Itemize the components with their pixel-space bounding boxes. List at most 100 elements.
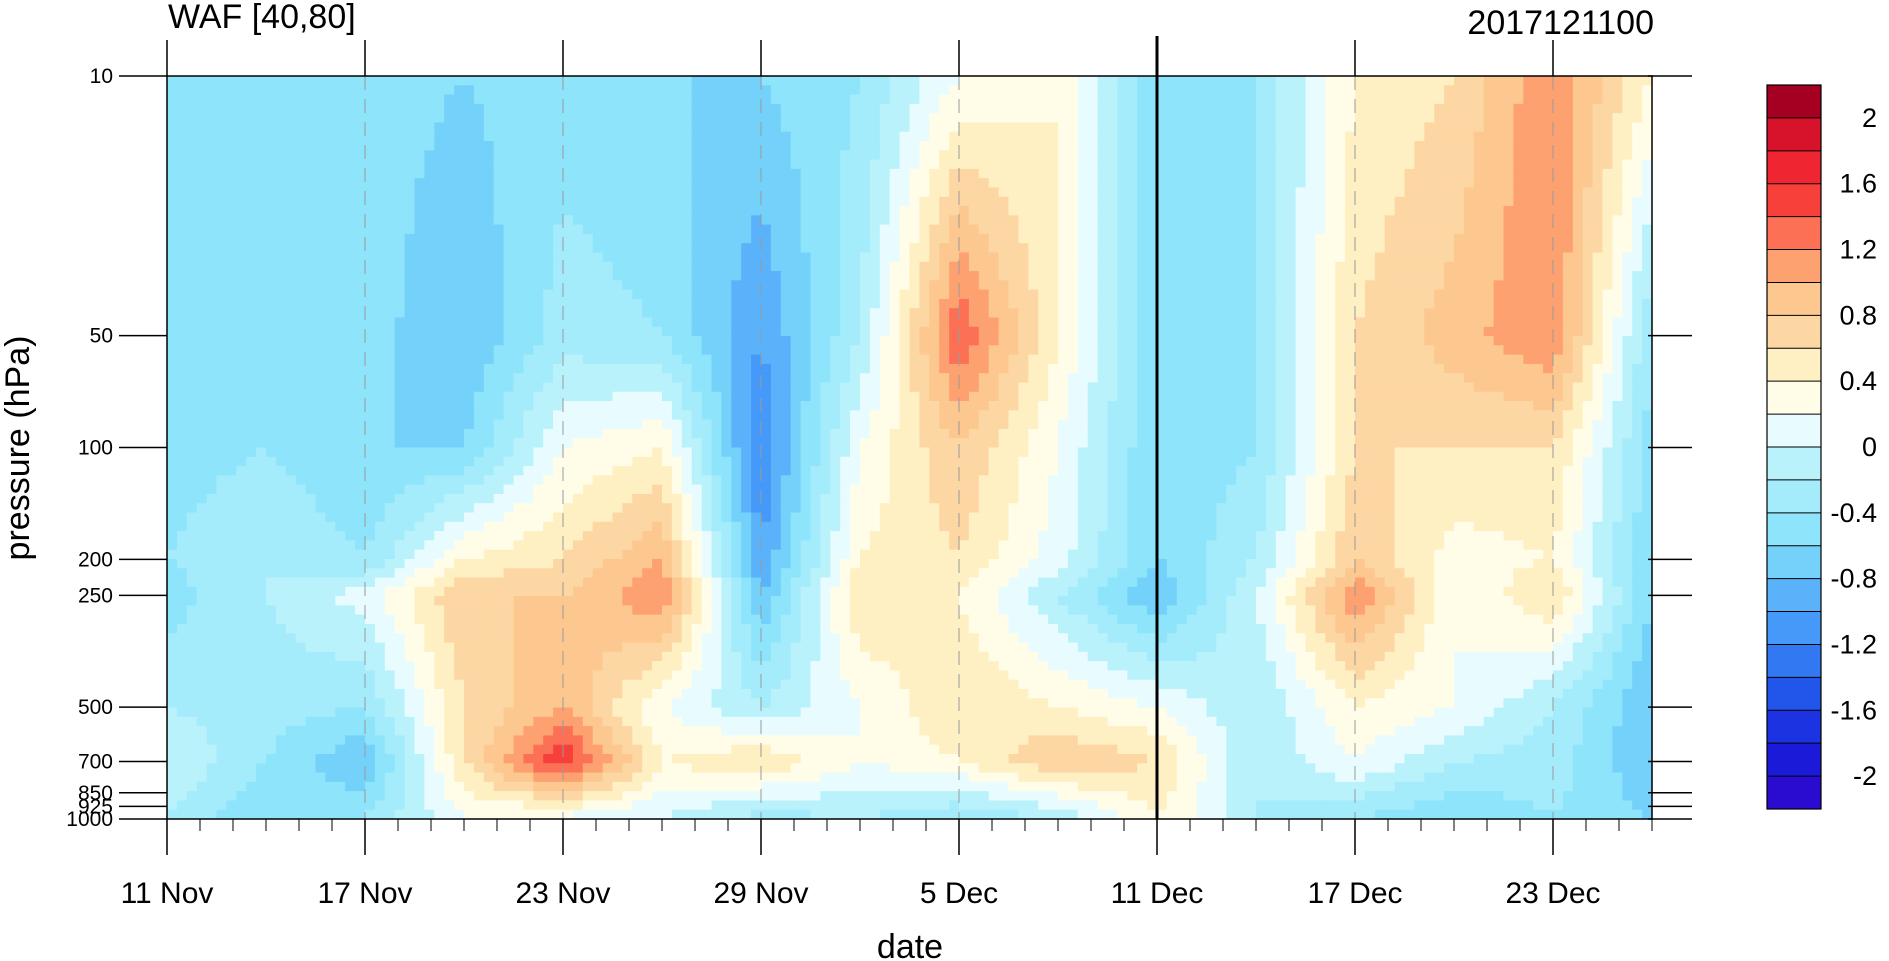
- field-cell: [473, 113, 485, 124]
- field-cell: [1127, 233, 1138, 244]
- field-cell: [1166, 113, 1178, 124]
- field-cell: [1384, 113, 1396, 124]
- field-cell: [1384, 317, 1396, 328]
- field-cell: [919, 76, 930, 86]
- field-cell: [315, 336, 326, 346]
- field-cell: [642, 113, 653, 124]
- field-cell: [543, 261, 554, 272]
- field-cell: [444, 113, 455, 124]
- field-cell: [295, 206, 307, 216]
- field-cell: [414, 113, 425, 124]
- field-cell: [761, 196, 772, 207]
- field-cell: [1582, 150, 1594, 161]
- field-cell: [1394, 178, 1406, 189]
- field-cell: [1543, 85, 1554, 96]
- field-cell: [1325, 224, 1336, 235]
- field-cell: [236, 206, 247, 216]
- field-cell: [1632, 233, 1643, 244]
- field-cell: [543, 308, 554, 319]
- field-cell: [1067, 298, 1079, 309]
- field-cell: [1394, 131, 1406, 142]
- field-cell: [761, 336, 772, 346]
- field-cell: [1463, 150, 1475, 161]
- field-cell: [949, 76, 960, 86]
- field-cell: [315, 243, 326, 254]
- field-cell: [1553, 131, 1564, 142]
- field-cell: [830, 345, 841, 356]
- field-cell: [592, 298, 604, 309]
- field-cell: [1434, 373, 1445, 384]
- field-cell: [563, 76, 574, 86]
- field-cell: [1454, 85, 1465, 96]
- field-cell: [1483, 317, 1495, 328]
- field-cell: [761, 280, 772, 291]
- field-cell: [186, 113, 198, 124]
- field-cell: [1077, 289, 1089, 300]
- field-cell: [592, 289, 604, 300]
- field-cell: [1384, 261, 1396, 272]
- field-cell: [1642, 206, 1652, 216]
- field-cell: [761, 150, 772, 161]
- field-cell: [1483, 103, 1495, 114]
- field-cell: [1523, 336, 1534, 346]
- field-cell: [1622, 345, 1633, 356]
- field-cell: [1127, 206, 1138, 216]
- field-cell: [869, 141, 881, 151]
- field-cell: [384, 76, 396, 86]
- field-cell: [949, 187, 960, 198]
- field-cell: [1028, 224, 1039, 235]
- field-cell: [1137, 168, 1148, 179]
- field-cell: [1493, 336, 1505, 346]
- field-cell: [1394, 252, 1406, 263]
- field-cell: [1592, 159, 1604, 170]
- field-cell: [652, 326, 663, 337]
- field-cell: [404, 271, 416, 281]
- field-cell: [1444, 252, 1455, 263]
- field-cell: [543, 252, 554, 263]
- field-cell: [345, 271, 356, 281]
- field-cell: [1246, 122, 1257, 133]
- field-cell: [919, 187, 930, 198]
- field-cell: [1434, 271, 1445, 281]
- field-cell: [1216, 187, 1227, 198]
- field-cell: [1602, 336, 1613, 346]
- field-cell: [1236, 215, 1247, 226]
- field-cell: [394, 122, 406, 133]
- field-cell: [1196, 289, 1208, 300]
- field-cell: [1226, 280, 1237, 291]
- field-cell: [206, 168, 218, 179]
- field-cell: [1305, 233, 1316, 244]
- field-cell: [1414, 224, 1425, 235]
- field-cell: [483, 159, 495, 170]
- field-cell: [444, 326, 455, 337]
- field-cell: [1523, 326, 1534, 337]
- field-cell: [1424, 141, 1435, 151]
- field-cell: [1127, 141, 1138, 151]
- field-cell: [1444, 187, 1455, 198]
- field-cell: [553, 206, 564, 216]
- field-cell: [384, 373, 396, 384]
- field-cell: [592, 196, 604, 207]
- field-cell: [968, 187, 980, 198]
- field-cell: [998, 363, 1010, 374]
- field-cell: [998, 150, 1010, 161]
- field-cell: [404, 233, 416, 244]
- field-cell: [820, 85, 831, 96]
- field-cell: [454, 373, 465, 384]
- field-cell: [869, 363, 881, 374]
- field-cell: [810, 103, 821, 114]
- field-cell: [770, 131, 782, 142]
- field-cell: [939, 206, 950, 216]
- field-cell: [1622, 215, 1633, 226]
- field-cell: [1394, 206, 1406, 216]
- field-cell: [909, 196, 920, 207]
- field-cell: [1137, 196, 1148, 207]
- field-cell: [295, 94, 307, 105]
- field-cell: [285, 94, 297, 105]
- field-cell: [820, 317, 831, 328]
- field-cell: [998, 168, 1010, 179]
- field-cell: [1642, 373, 1652, 384]
- field-cell: [909, 94, 920, 105]
- field-cell: [1384, 159, 1396, 170]
- field-cell: [1513, 298, 1524, 309]
